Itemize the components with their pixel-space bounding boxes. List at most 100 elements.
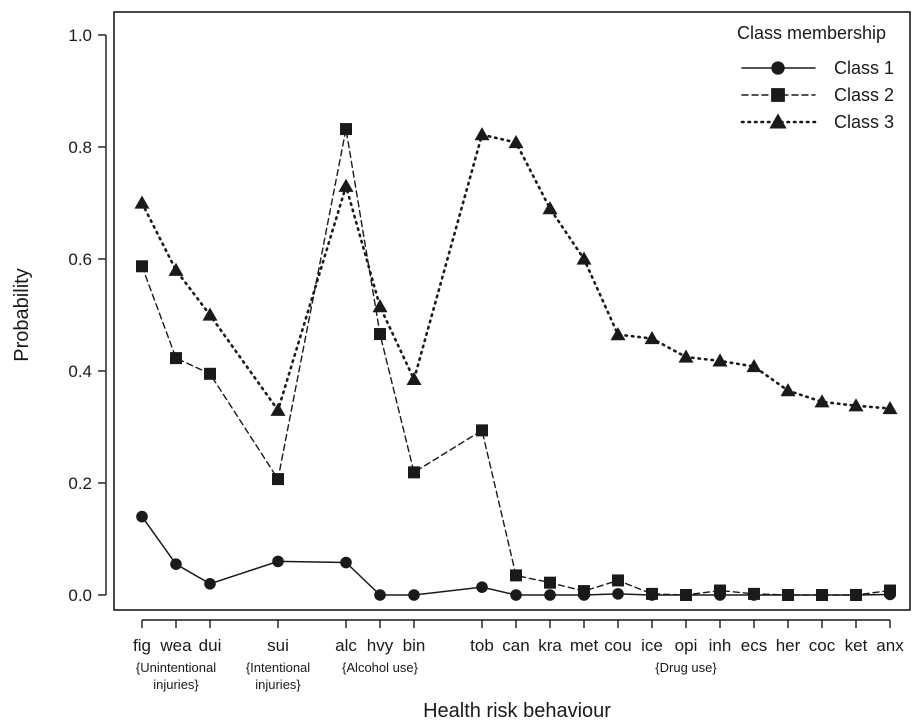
x-tick-label: tob bbox=[470, 636, 494, 655]
square-marker bbox=[782, 589, 794, 601]
triangle-marker bbox=[270, 402, 286, 416]
x-tick-label: her bbox=[776, 636, 801, 655]
y-tick-label: 0.2 bbox=[68, 474, 92, 493]
x-tick-label: kra bbox=[538, 636, 562, 655]
x-tick-label: fig bbox=[133, 636, 151, 655]
x-tick-label: cou bbox=[604, 636, 631, 655]
group-label: {Drug use} bbox=[655, 660, 717, 675]
triangle-marker bbox=[712, 353, 728, 367]
triangle-marker bbox=[678, 349, 694, 363]
square-marker bbox=[850, 589, 862, 601]
legend: Class membership Class 1 Class 2 Class 3 bbox=[737, 23, 894, 132]
y-tick-label: 0.0 bbox=[68, 586, 92, 605]
square-marker bbox=[272, 473, 284, 486]
triangle-marker bbox=[338, 178, 354, 192]
y-axis: 0.0 0.2 0.4 0.6 0.8 1.0 bbox=[68, 26, 107, 605]
triangle-marker bbox=[814, 394, 830, 408]
circle-marker bbox=[771, 61, 785, 75]
circle-marker bbox=[374, 589, 386, 601]
triangle-marker bbox=[406, 371, 422, 386]
x-axis: fig wea dui sui alc hvy bin tob can kra met cou ice o… bbox=[133, 619, 904, 655]
triangle-marker bbox=[202, 307, 218, 321]
square-marker bbox=[408, 466, 420, 479]
x-tick-label: dui bbox=[199, 636, 222, 655]
square-marker bbox=[340, 123, 352, 136]
circle-marker bbox=[340, 556, 352, 569]
triangle-marker bbox=[746, 359, 762, 373]
x-tick-label: hvy bbox=[367, 636, 394, 655]
triangle-marker bbox=[882, 401, 898, 415]
triangle-marker bbox=[474, 127, 490, 141]
x-tick-label: wea bbox=[159, 636, 192, 655]
plot-frame bbox=[113, 11, 911, 611]
legend-label: Class 3 bbox=[834, 112, 894, 132]
legend-label: Class 2 bbox=[834, 85, 894, 105]
circle-marker bbox=[204, 578, 216, 590]
x-axis-title: Health risk behaviour bbox=[423, 700, 611, 722]
y-tick-label: 0.8 bbox=[68, 138, 92, 157]
square-marker bbox=[714, 584, 726, 597]
triangle-marker bbox=[769, 113, 787, 129]
x-tick-label: inh bbox=[709, 636, 732, 655]
circle-marker bbox=[272, 555, 284, 568]
circle-marker bbox=[170, 558, 182, 570]
circle-marker bbox=[136, 510, 148, 523]
square-marker bbox=[748, 587, 760, 600]
series-line bbox=[141, 515, 891, 596]
circle-marker bbox=[544, 589, 556, 601]
y-tick-label: 0.6 bbox=[68, 250, 92, 269]
triangle-marker bbox=[508, 135, 524, 149]
x-tick-label: can bbox=[502, 636, 529, 655]
triangle-marker bbox=[372, 299, 388, 313]
square-marker bbox=[884, 584, 896, 597]
group-label: {Alcohol use} bbox=[342, 660, 419, 675]
triangle-marker bbox=[610, 327, 626, 341]
x-tick-label: ice bbox=[641, 636, 663, 655]
square-marker bbox=[612, 574, 624, 587]
circle-marker bbox=[612, 588, 624, 600]
square-marker bbox=[578, 585, 590, 598]
square-marker bbox=[771, 88, 785, 102]
triangle-marker bbox=[644, 331, 660, 345]
x-tick-label: anx bbox=[876, 636, 904, 655]
x-tick-label: bin bbox=[403, 636, 426, 655]
y-axis-title: Probability bbox=[11, 268, 33, 361]
legend-title: Class membership bbox=[737, 23, 886, 43]
square-marker bbox=[510, 569, 522, 582]
x-tick-label: alc bbox=[335, 636, 357, 655]
triangle-marker bbox=[542, 201, 558, 215]
group-label: injuries} bbox=[153, 677, 199, 692]
x-tick-label: ket bbox=[845, 636, 868, 655]
square-marker bbox=[646, 587, 658, 600]
x-tick-label: met bbox=[570, 636, 599, 655]
triangle-marker bbox=[168, 262, 184, 276]
square-marker bbox=[544, 576, 556, 589]
x-tick-label: sui bbox=[267, 636, 289, 655]
x-tick-label: opi bbox=[675, 636, 698, 655]
series-layer bbox=[134, 123, 898, 601]
group-label: {Intentional bbox=[246, 660, 310, 675]
triangle-marker bbox=[780, 383, 796, 397]
square-marker bbox=[680, 589, 692, 601]
y-tick-label: 1.0 bbox=[68, 26, 92, 45]
triangle-marker bbox=[576, 251, 592, 265]
x-tick-label: coc bbox=[809, 636, 836, 655]
square-marker bbox=[816, 589, 828, 601]
square-marker bbox=[204, 367, 216, 380]
series-line bbox=[140, 133, 892, 414]
triangle-marker bbox=[134, 195, 150, 209]
square-marker bbox=[374, 328, 386, 341]
series-line bbox=[141, 128, 891, 596]
x-tick-label: ecs bbox=[741, 636, 767, 655]
x-group-labels: {Unintentional injuries} {Intentional injur… bbox=[136, 660, 717, 692]
group-label: {Unintentional bbox=[136, 660, 216, 675]
y-tick-label: 0.4 bbox=[68, 362, 92, 381]
group-label: injuries} bbox=[255, 677, 301, 692]
circle-marker bbox=[476, 581, 488, 593]
triangle-marker bbox=[848, 398, 864, 412]
circle-marker bbox=[510, 589, 522, 601]
square-marker bbox=[170, 352, 182, 365]
square-marker bbox=[136, 260, 148, 273]
square-marker bbox=[476, 424, 488, 437]
